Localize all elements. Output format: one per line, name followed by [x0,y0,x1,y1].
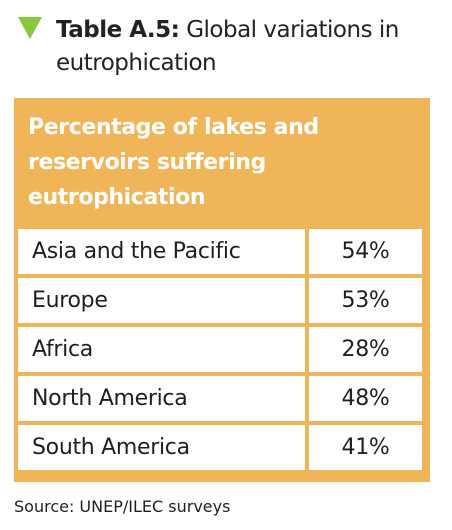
region-cell: Africa [18,327,305,372]
table-row: Asia and the Pacific 54% [18,229,422,274]
table-row: North America 48% [18,376,422,421]
table-header: Percentage of lakes and reservoirs suffe… [28,115,319,210]
value-cell: 41% [309,425,422,470]
triangle-down-icon [18,17,42,39]
eutrophication-table: Percentage of lakes and reservoirs suffe… [14,98,430,482]
table-caption: Table A.5: Global variations in eutrophi… [18,14,438,80]
caption-text: Table A.5: Global variations in eutrophi… [56,14,438,80]
region-cell: Asia and the Pacific [18,229,305,274]
source-note: Source: UNEP/ILEC surveys [14,497,231,516]
region-cell: Europe [18,278,305,323]
table-row: South America 41% [18,425,422,470]
caption-label: Table A.5: [56,17,180,43]
value-cell: 53% [309,278,422,323]
region-cell: South America [18,425,305,470]
region-cell: North America [18,376,305,421]
table-row: Africa 28% [18,327,422,372]
value-cell: 48% [309,376,422,421]
value-cell: 28% [309,327,422,372]
table-row: Europe 53% [18,278,422,323]
value-cell: 54% [309,229,422,274]
caption-title: Global variations in eutrophication [56,17,399,76]
